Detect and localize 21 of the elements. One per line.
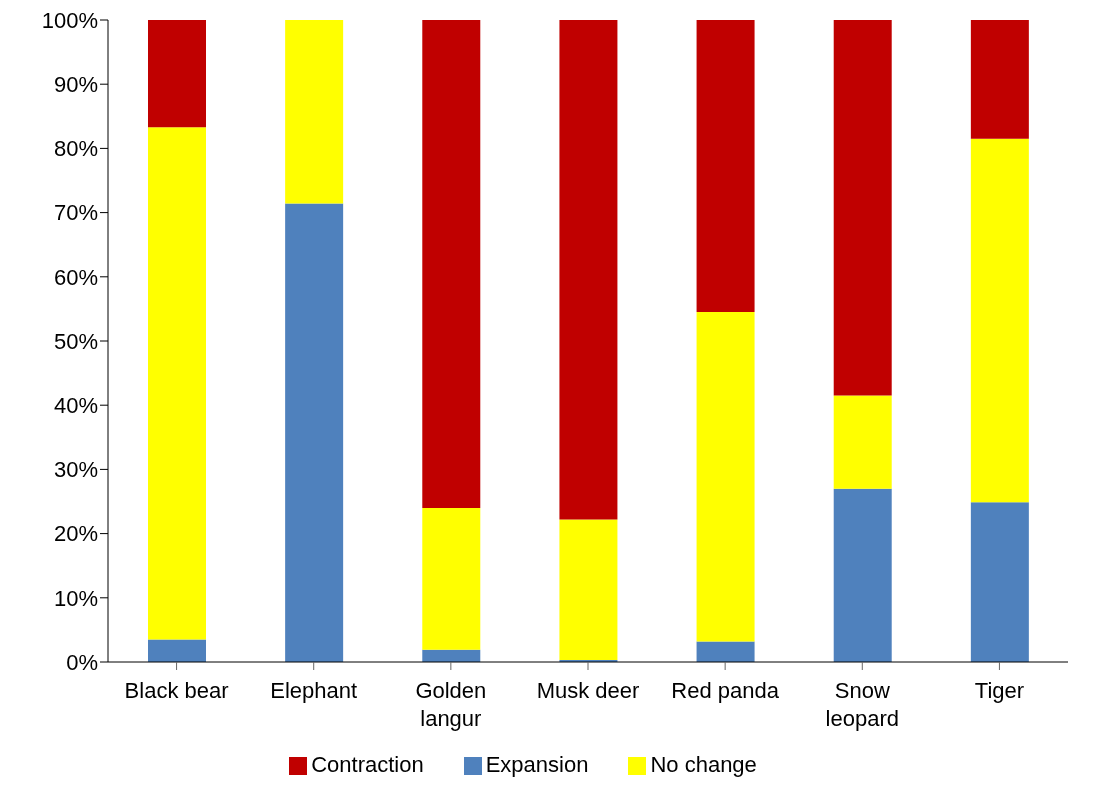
y-tick-label: 70% (53, 200, 98, 226)
x-tick-label: Tiger (974, 678, 1025, 703)
y-tick-label: 60% (53, 264, 98, 290)
y-tick-label: 80% (53, 136, 98, 162)
y-tick-label: 90% (53, 72, 98, 98)
y-tick-label: 50% (53, 328, 98, 354)
y-tick-label: 20% (53, 521, 98, 547)
y-tick-label: 0% (66, 649, 98, 675)
y-tick-label: 40% (53, 393, 98, 419)
y-tick-label: 30% (53, 457, 98, 483)
legend-label: Contraction (311, 752, 424, 777)
legend-label: Expansion (485, 752, 589, 777)
y-tick-label: 100% (41, 7, 98, 33)
x-tick-label: Red panda (671, 678, 780, 703)
x-tick-label: Golden langur (415, 678, 487, 731)
y-tick-label: 10% (53, 585, 98, 611)
x-tick-label: Musk deer (536, 678, 640, 703)
x-tick-label: Snow leopard (825, 678, 899, 731)
legend-label: No change (650, 752, 757, 777)
x-tick-label: Elephant (270, 678, 358, 703)
x-tick-label: Black bear (124, 678, 229, 703)
